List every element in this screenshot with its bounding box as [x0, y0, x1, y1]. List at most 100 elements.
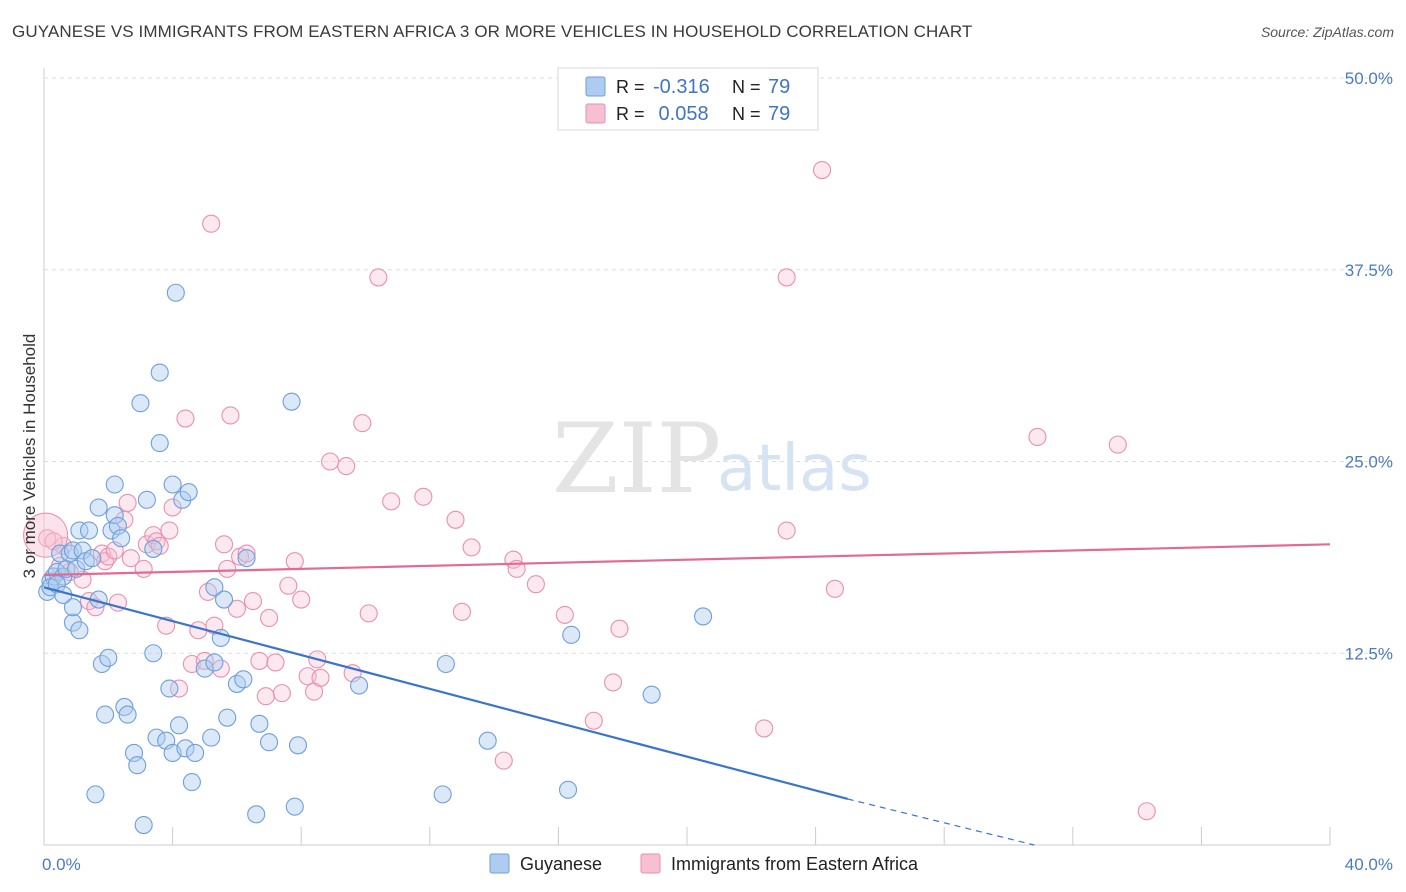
point-eastern-africa-69 [755, 719, 774, 738]
point-guyanese-42 [160, 679, 179, 698]
point-eastern-africa-57 [414, 487, 433, 506]
point-eastern-africa-39 [256, 687, 275, 706]
point-eastern-africa-38 [250, 651, 269, 670]
point-eastern-africa-26 [195, 651, 214, 670]
point-guyanese-67 [288, 736, 308, 755]
point-guyanese-51 [186, 743, 205, 763]
y-axis-label: 3 or more Vehicles in Household [20, 334, 39, 579]
point-eastern-africa-54 [359, 604, 378, 623]
point-eastern-africa-58 [446, 510, 465, 529]
point-eastern-africa-75 [1108, 435, 1127, 454]
point-guyanese-33 [131, 394, 150, 413]
point-guyanese-54 [205, 653, 224, 672]
trend-lines [43, 543, 1331, 846]
point-guyanese-72 [558, 780, 578, 799]
point-guyanese-39 [150, 434, 169, 453]
point-guyanese-73 [562, 625, 581, 644]
x-tick-label-1: 40.0% [1345, 855, 1393, 874]
point-eastern-africa-61 [494, 751, 513, 770]
point-guyanese-40 [150, 363, 169, 382]
point-eastern-africa-27 [198, 582, 218, 601]
point-eastern-africa-20 [160, 521, 179, 540]
point-guyanese-8 [63, 541, 82, 560]
point-eastern-africa-51 [337, 457, 356, 476]
y-tick-label-3: 50.0% [1345, 69, 1393, 88]
point-eastern-africa-31 [214, 535, 234, 554]
point-guyanese-12 [70, 621, 89, 640]
point-guyanese-66 [285, 797, 304, 816]
legend-n-value-1: 79 [768, 76, 790, 98]
point-eastern-africa-49 [311, 668, 330, 687]
point-eastern-africa-34 [227, 599, 246, 618]
point-guyanese-6 [57, 559, 76, 578]
source-label: Source: ZipAtlas.com [1260, 24, 1394, 40]
point-guyanese-68 [350, 676, 369, 695]
point-eastern-africa-55 [369, 268, 388, 287]
legend-n-label-2: N = [732, 104, 761, 124]
point-guyanese-44 [163, 475, 182, 494]
point-eastern-africa-66 [584, 711, 603, 730]
point-eastern-africa-70 [777, 521, 796, 540]
point-guyanese-32 [128, 756, 147, 775]
trend-line-guyanese-extrapolated [847, 798, 1035, 846]
watermark-atlas: atlas [717, 432, 872, 506]
point-eastern-africa-74 [1028, 427, 1047, 447]
point-guyanese-62 [247, 805, 266, 824]
legend-r-value-2: 0.058 [653, 103, 709, 125]
series-legend: Guyanese Immigrants from Eastern Africa [489, 853, 919, 874]
point-eastern-africa-32 [218, 559, 237, 578]
point-guyanese-60 [234, 670, 253, 689]
point-guyanese-55 [205, 578, 224, 597]
point-eastern-africa-68 [610, 619, 629, 638]
point-guyanese-75 [694, 607, 713, 626]
point-guyanese-38 [147, 728, 166, 747]
point-eastern-africa-37 [243, 592, 263, 611]
point-guyanese-18 [86, 785, 105, 804]
point-eastern-africa-56 [382, 492, 401, 511]
point-guyanese-50 [182, 773, 201, 792]
chart-title: GUYANESE VS IMMIGRANTS FROM EASTERN AFRI… [12, 22, 973, 41]
point-eastern-africa-40 [259, 608, 279, 628]
point-guyanese-59 [227, 674, 246, 693]
point-eastern-africa-3 [73, 570, 92, 589]
point-guyanese-25 [105, 506, 124, 525]
legend-n-label-1: N = [732, 77, 761, 97]
series-guyanese-points [38, 283, 713, 835]
point-eastern-africa-41 [266, 653, 285, 672]
bottom-legend-swatch-eastern-africa [640, 853, 661, 874]
point-guyanese-74 [642, 685, 661, 704]
point-guyanese-65 [282, 392, 301, 411]
point-eastern-africa-59 [452, 602, 472, 621]
point-guyanese-37 [144, 644, 163, 663]
point-eastern-africa-36 [237, 544, 256, 563]
legend-r-label-1: R = [616, 77, 645, 97]
point-guyanese-36 [144, 539, 163, 558]
point-guyanese-22 [96, 705, 115, 724]
grid-lines [44, 77, 1392, 654]
y-tick-label-1: 25.0% [1345, 453, 1393, 472]
tick-labels: 12.5% 25.0% 37.5% 50.0% 0.0% 40.0% [42, 69, 1393, 874]
point-eastern-africa-53 [353, 414, 372, 433]
point-eastern-africa-28 [202, 214, 221, 233]
point-guyanese-30 [118, 705, 137, 724]
legend-r-value-1: -0.316 [653, 76, 710, 98]
point-eastern-africa-45 [292, 590, 311, 609]
trend-line-guyanese [43, 586, 849, 801]
watermark-zip: ZIP [552, 403, 721, 515]
legend-n-value-2: 79 [768, 103, 790, 125]
bottom-legend-swatch-guyanese [489, 853, 510, 874]
point-eastern-africa-73 [825, 579, 844, 598]
point-eastern-africa-64 [526, 575, 545, 594]
point-guyanese-13 [70, 521, 89, 540]
point-guyanese-3 [47, 562, 66, 581]
point-eastern-africa-67 [604, 673, 623, 692]
point-guyanese-46 [169, 716, 189, 735]
point-guyanese-48 [176, 739, 195, 758]
point-eastern-africa-42 [272, 684, 291, 703]
point-guyanese-63 [250, 714, 269, 733]
bottom-legend-guyanese: Guyanese [520, 854, 602, 874]
point-guyanese-69 [436, 654, 455, 674]
point-eastern-africa-76 [1137, 802, 1156, 821]
legend-swatch-guyanese [585, 76, 606, 97]
point-eastern-africa-21 [163, 498, 182, 517]
